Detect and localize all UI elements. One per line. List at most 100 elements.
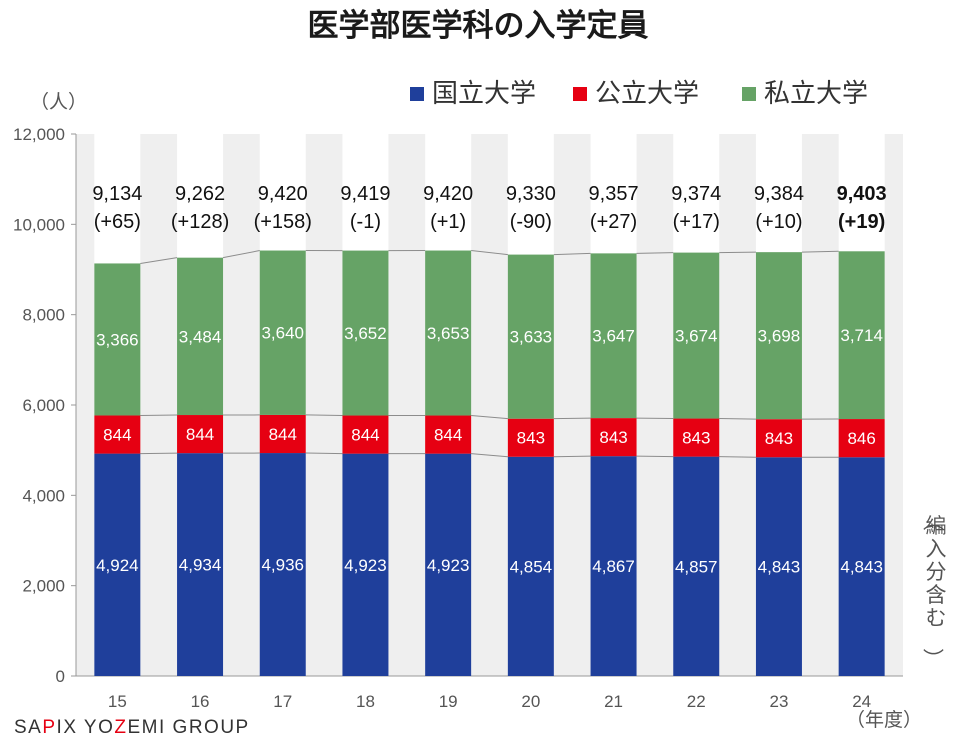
y-tick-label: 4,000 xyxy=(22,486,65,505)
bar-segment xyxy=(425,415,472,454)
bar-segment xyxy=(673,456,720,676)
plot-band-start xyxy=(76,134,95,676)
connector-line xyxy=(553,252,591,256)
x-tick-label: 15 xyxy=(108,692,127,711)
x-tick-label: 23 xyxy=(769,692,788,711)
x-tick-label: 17 xyxy=(273,692,292,711)
x-tick-label: 21 xyxy=(604,692,623,711)
connector-line xyxy=(553,417,591,420)
connector-line xyxy=(636,252,674,254)
bar-segment xyxy=(177,415,224,454)
data-label: 844 xyxy=(351,426,379,445)
bar-segment xyxy=(673,418,720,457)
legend-swatch xyxy=(742,87,756,101)
data-label: 4,924 xyxy=(96,556,139,575)
brand-part: EMI GROUP xyxy=(128,717,250,738)
bar-segment xyxy=(507,418,554,457)
legend-swatch xyxy=(410,87,424,101)
total-label: 9,262 xyxy=(175,183,225,205)
connector-line xyxy=(719,456,756,458)
bar-segment xyxy=(259,453,306,676)
y-tick-label: 8,000 xyxy=(22,306,65,325)
total-label: 9,384 xyxy=(754,183,804,205)
plot-band-0 xyxy=(140,134,178,676)
data-label: 843 xyxy=(765,429,793,448)
change-label: (-1) xyxy=(350,211,381,233)
legend-label: 公立大学 xyxy=(595,79,699,109)
total-label: 9,357 xyxy=(589,183,639,205)
data-label: 3,640 xyxy=(261,324,304,343)
plot-band-2 xyxy=(305,134,343,676)
data-label: 3,366 xyxy=(96,330,139,349)
brand-logo: SAPIX YOZEMI GROUP xyxy=(14,717,250,738)
connector-line xyxy=(140,257,178,264)
bar-segment xyxy=(590,418,637,457)
bar-segment xyxy=(507,456,554,676)
total-label: 9,403 xyxy=(837,183,887,205)
bar-segment xyxy=(177,453,224,676)
bar-segment xyxy=(590,253,637,419)
change-label: (+65) xyxy=(94,211,141,233)
plot-band-5 xyxy=(553,134,591,676)
bar-segment xyxy=(94,263,141,416)
y-tick-label: 10,000 xyxy=(13,215,65,234)
data-label: 843 xyxy=(682,429,710,448)
bar-segment xyxy=(177,257,224,416)
data-label: 4,936 xyxy=(261,556,304,575)
plot-band-8 xyxy=(801,134,839,676)
bar-segment xyxy=(755,252,802,420)
data-label: 3,674 xyxy=(675,327,718,346)
bar-segment xyxy=(425,453,472,676)
plot-band-7 xyxy=(719,134,756,676)
y-tick-label: 0 xyxy=(56,667,65,686)
bar-segment xyxy=(342,250,389,416)
change-label: (+10) xyxy=(755,211,802,233)
bar-segment xyxy=(590,456,637,676)
vertical-note: （編入分含む） xyxy=(921,510,947,669)
plot-band-1 xyxy=(223,134,260,676)
data-label: 843 xyxy=(599,428,627,447)
connector-line xyxy=(801,250,839,253)
data-label: 4,843 xyxy=(840,558,883,577)
total-label: 9,420 xyxy=(423,183,473,205)
bar-segment xyxy=(838,419,885,458)
plot-band-9 xyxy=(884,134,903,676)
data-label: 3,647 xyxy=(592,327,635,346)
bar-segment xyxy=(94,453,141,676)
data-label: 3,653 xyxy=(427,324,470,343)
data-label: 4,857 xyxy=(675,557,718,576)
bar-segment xyxy=(838,457,885,676)
bar-segment xyxy=(425,250,472,416)
bar-segment xyxy=(507,254,554,419)
change-label: (+19) xyxy=(838,211,885,233)
connector-line xyxy=(222,250,260,259)
total-label: 9,419 xyxy=(340,183,390,205)
connector-line xyxy=(471,250,508,256)
data-label: 844 xyxy=(103,426,131,445)
data-label: 3,698 xyxy=(758,327,801,346)
total-label: 9,330 xyxy=(506,183,556,205)
data-label: 4,867 xyxy=(592,557,635,576)
brand-part: P xyxy=(42,717,56,738)
connector-line xyxy=(553,455,591,458)
x-axis-unit: （年度） xyxy=(846,709,922,731)
change-label: (+158) xyxy=(254,211,312,233)
x-tick-label: 16 xyxy=(191,692,210,711)
data-label: 4,934 xyxy=(179,556,222,575)
brand-part: Z xyxy=(114,717,127,738)
bar-segment xyxy=(673,252,720,419)
plot-band-6 xyxy=(636,134,674,676)
y-axis-unit: （人） xyxy=(30,91,87,113)
total-label: 9,420 xyxy=(258,183,308,205)
x-tick-label: 20 xyxy=(521,692,540,711)
connector-line xyxy=(719,418,756,420)
y-tick-label: 2,000 xyxy=(22,577,65,596)
y-tick-label: 12,000 xyxy=(13,125,65,144)
x-tick-label: 19 xyxy=(439,692,458,711)
x-tick-label: 24 xyxy=(852,692,871,711)
legend-swatch xyxy=(573,87,587,101)
plot-band-3 xyxy=(388,134,426,676)
total-label: 9,374 xyxy=(671,183,721,205)
